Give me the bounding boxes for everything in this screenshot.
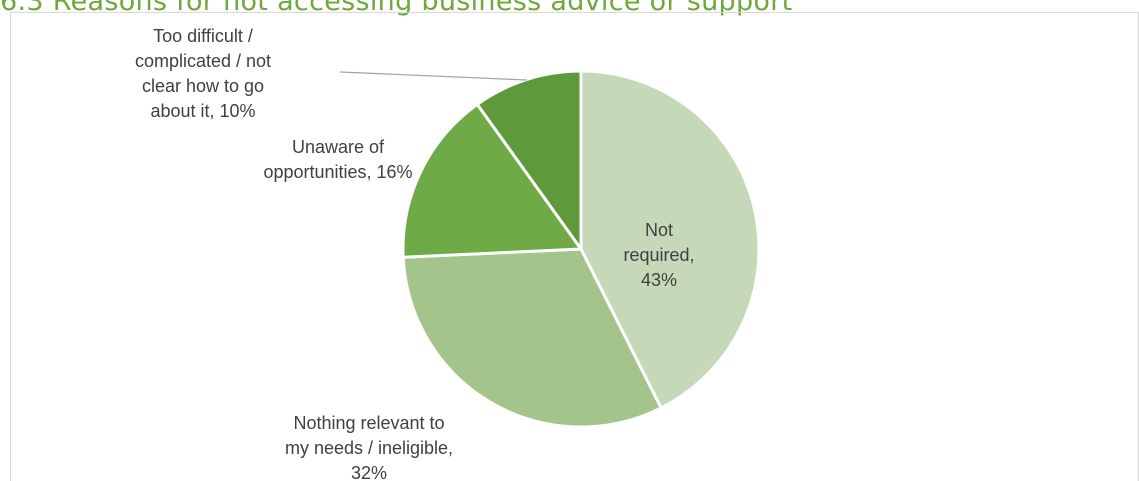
slice-data-label-line: clear how to go	[142, 76, 264, 96]
slice-data-label-line: about it, 10%	[150, 101, 255, 121]
slice-data-label-line: 43%	[641, 270, 677, 290]
slice-data-label-line: Not	[645, 220, 673, 240]
slice-data-label-line: opportunities, 16%	[263, 162, 412, 182]
slice-data-label-line: complicated / not	[135, 51, 271, 71]
slice-data-label-line: required,	[623, 245, 694, 265]
slice-data-label-line: Unaware of	[292, 137, 385, 157]
pie-slice	[401, 102, 583, 259]
slice-data-label-line: my needs / ineligible,	[285, 438, 453, 458]
leader-line	[339, 71, 528, 81]
slice-data-label-line: Nothing relevant to	[293, 413, 444, 433]
slice-data-label: Nothing relevant to my needs / ineligible…	[285, 413, 453, 481]
slice-data-label: Not required, 43%	[623, 220, 694, 290]
slice-data-label-line: Too difficult /	[153, 26, 253, 46]
slice-data-label-line: 32%	[351, 463, 387, 481]
pie-slice	[401, 247, 663, 429]
slice-data-label: Unaware of opportunities, 16%	[263, 137, 412, 182]
slice-data-label: Too difficult / complicated / not clear ho…	[135, 26, 271, 121]
pie-slice	[579, 69, 761, 410]
